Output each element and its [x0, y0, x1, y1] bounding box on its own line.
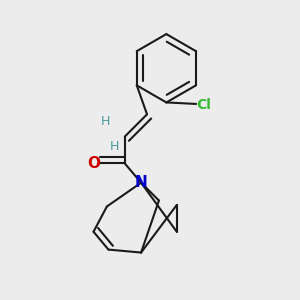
Text: Cl: Cl	[196, 98, 211, 112]
Text: H: H	[110, 140, 119, 153]
Text: N: N	[135, 175, 148, 190]
Text: H: H	[101, 115, 110, 128]
Text: O: O	[87, 156, 100, 171]
